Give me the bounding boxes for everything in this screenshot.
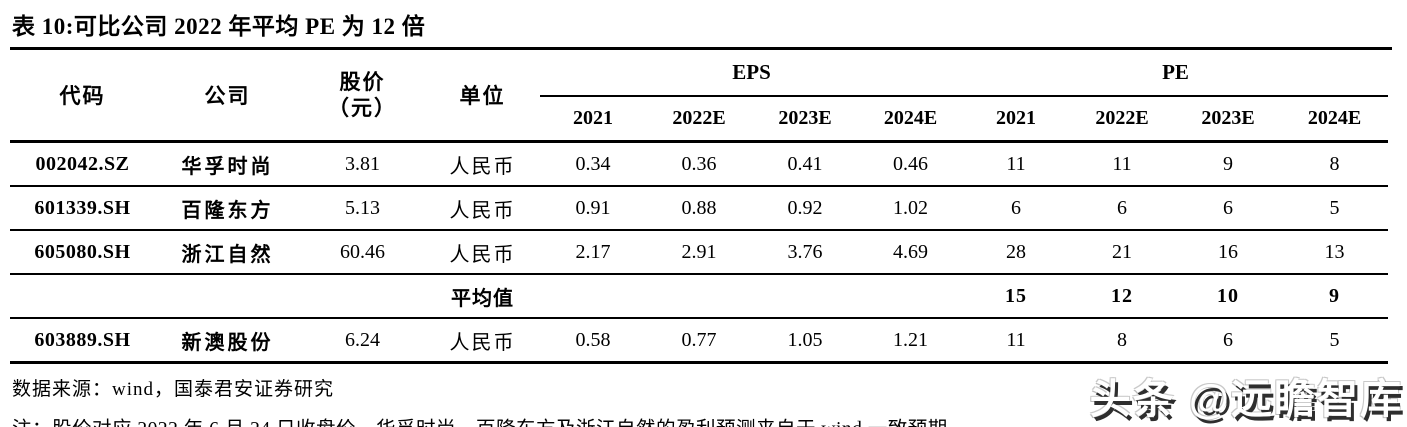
cell-eps-2023e: 3.76: [752, 230, 858, 275]
cell-company: [155, 274, 300, 319]
cell-price: 3.81: [300, 141, 425, 187]
cell-eps-2023e: 1.05: [752, 318, 858, 364]
table-row-xinao: 603889.SH 新澳股份 6.24 人民币 0.58 0.77 1.05 1…: [10, 318, 1389, 364]
cell-code: 002042.SZ: [10, 141, 155, 187]
cell-pe-2022e: 8: [1069, 318, 1176, 364]
cell-pe-2022e: 12: [1069, 274, 1176, 319]
cell-eps-2024e: 4.69: [858, 230, 964, 275]
cell-pe-2022e: 11: [1069, 141, 1176, 187]
cell-unit: 人民币: [425, 186, 540, 231]
cell-pe-2021: 11: [963, 318, 1070, 364]
table-row-huafu: 002042.SZ 华孚时尚 3.81 人民币 0.34 0.36 0.41 0…: [10, 141, 1389, 187]
col-header-company: 公司: [155, 50, 300, 143]
cell-pe-2024e: 13: [1281, 230, 1389, 275]
cell-eps-2021: [540, 274, 646, 319]
note-line: 注：股价对应 2022 年 6 月 24 日收盘价，华孚时尚、百隆东方及浙江自然…: [12, 412, 1407, 427]
cell-unit: 人民币: [425, 230, 540, 275]
cell-pe-2021: 11: [963, 141, 1070, 187]
cell-pe-2022e: 6: [1069, 186, 1176, 231]
cell-pe-2023e: 16: [1175, 230, 1282, 275]
col-header-code: 代码: [10, 50, 155, 143]
col-header-unit: 单位: [425, 50, 540, 143]
cell-eps-2022e: [646, 274, 752, 319]
col-header-price-line2: （元）: [328, 96, 397, 120]
cell-eps-2024e: 1.02: [858, 186, 964, 231]
cell-pe-2023e: 9: [1175, 141, 1282, 187]
comparable-companies-table: 代码 公司 股价 （元） 单位 EPS PE 2021 2022E 2023E …: [10, 50, 1389, 364]
cell-eps-2021: 0.91: [540, 186, 646, 231]
cell-eps-2022e: 0.88: [646, 186, 752, 231]
cell-price: [300, 274, 425, 319]
cell-unit: 人民币: [425, 318, 540, 364]
cell-code: 605080.SH: [10, 230, 155, 275]
cell-pe-2024e: 5: [1281, 186, 1389, 231]
cell-code: 601339.SH: [10, 186, 155, 231]
pe-year-2021: 2021: [963, 96, 1070, 143]
pe-year-2023e: 2023E: [1175, 96, 1282, 143]
cell-company: 浙江自然: [155, 230, 300, 275]
cell-average-label: 平均值: [425, 274, 540, 319]
cell-eps-2021: 0.58: [540, 318, 646, 364]
table-title: 表 10:可比公司 2022 年平均 PE 为 12 倍: [10, 7, 1392, 50]
cell-pe-2023e: 6: [1175, 186, 1282, 231]
watermark-toutiao: 头条 @远瞻智库: [1089, 376, 1403, 422]
cell-price: 6.24: [300, 318, 425, 364]
cell-unit: 人民币: [425, 141, 540, 187]
cell-company: 新澳股份: [155, 318, 300, 364]
cell-eps-2022e: 0.36: [646, 141, 752, 187]
cell-eps-2022e: 0.77: [646, 318, 752, 364]
cell-pe-2024e: 9: [1281, 274, 1389, 319]
cell-pe-2021: 15: [963, 274, 1070, 319]
cell-code: 603889.SH: [10, 318, 155, 364]
group-header-eps: EPS: [540, 50, 964, 97]
cell-eps-2021: 0.34: [540, 141, 646, 187]
cell-eps-2024e: 0.46: [858, 141, 964, 187]
table-row-zhejiang: 605080.SH 浙江自然 60.46 人民币 2.17 2.91 3.76 …: [10, 230, 1389, 275]
group-header-row: 代码 公司 股价 （元） 单位 EPS PE: [10, 50, 1389, 143]
eps-year-2023e: 2023E: [752, 96, 858, 143]
col-header-price-line1: 股价: [339, 69, 386, 94]
col-header-price: 股价 （元）: [300, 50, 425, 143]
cell-eps-2023e: 0.92: [752, 186, 858, 231]
cell-eps-2023e: [752, 274, 858, 319]
cell-pe-2022e: 21: [1069, 230, 1176, 275]
cell-company: 百隆东方: [155, 186, 300, 231]
cell-pe-2024e: 5: [1281, 318, 1389, 364]
cell-price: 60.46: [300, 230, 425, 275]
table-row-bailong: 601339.SH 百隆东方 5.13 人民币 0.91 0.88 0.92 1…: [10, 186, 1389, 231]
data-source-line: 数据来源：wind，国泰君安证券研究: [12, 379, 335, 400]
cell-company: 华孚时尚: [155, 141, 300, 187]
cell-eps-2022e: 2.91: [646, 230, 752, 275]
cell-pe-2023e: 10: [1175, 274, 1282, 319]
cell-code: [10, 274, 155, 319]
pe-year-2024e: 2024E: [1281, 96, 1389, 143]
cell-pe-2023e: 6: [1175, 318, 1282, 364]
eps-year-2022e: 2022E: [646, 96, 752, 143]
group-header-pe: PE: [963, 50, 1389, 97]
cell-eps-2023e: 0.41: [752, 141, 858, 187]
cell-pe-2021: 28: [963, 230, 1070, 275]
table-row-average: 平均值 15 12 10 9: [10, 274, 1389, 319]
cell-eps-2021: 2.17: [540, 230, 646, 275]
cell-price: 5.13: [300, 186, 425, 231]
cell-eps-2024e: [858, 274, 964, 319]
eps-year-2024e: 2024E: [858, 96, 964, 143]
year-header-row: 2021 2022E 2023E 2024E 2021 2022E 2023E …: [10, 96, 1389, 143]
cell-eps-2024e: 1.21: [858, 318, 964, 364]
eps-year-2021: 2021: [540, 96, 646, 143]
pe-year-2022e: 2022E: [1069, 96, 1176, 143]
cell-pe-2024e: 8: [1281, 141, 1389, 187]
cell-pe-2021: 6: [963, 186, 1070, 231]
